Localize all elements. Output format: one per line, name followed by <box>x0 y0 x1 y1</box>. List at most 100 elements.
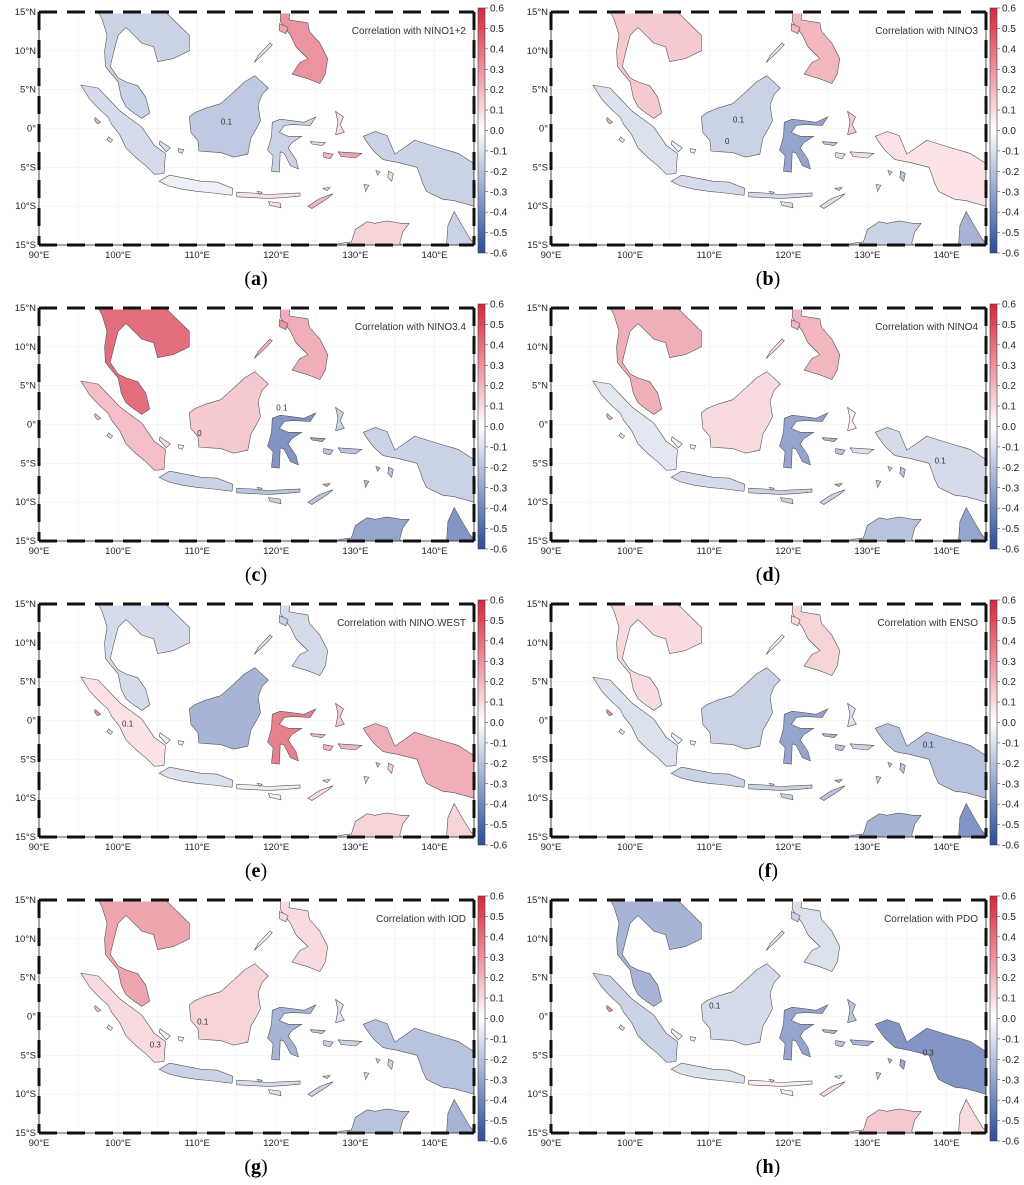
land-newguinea <box>874 427 986 503</box>
land-java <box>158 766 234 788</box>
panel-title: Correlation with NINO3.4 <box>355 322 467 333</box>
land-buru <box>323 152 334 160</box>
lon-tick-label: 120°E <box>775 1138 801 1149</box>
panel-title: Correlation with NINO3 <box>875 26 978 37</box>
land-halmahera <box>335 998 345 1024</box>
land-newguinea <box>362 427 474 503</box>
lat-tick-label: 10°S <box>527 1089 548 1100</box>
lon-tick-label: 140°E <box>933 1138 959 1149</box>
land-mindoro <box>279 319 289 331</box>
lon-tick-label: 100°E <box>617 1138 643 1149</box>
lat-tick-label: 15°N <box>15 895 36 906</box>
lon-tick-label: 130°E <box>854 842 880 853</box>
land-australia <box>845 1108 922 1133</box>
land-mindoro <box>791 319 801 331</box>
map-panel-b: 0.1 0 15°N 10°N 5°N 0° 5°S 10°S 15°S 90°E 100°E 110… <box>512 0 1024 296</box>
lon-tick-label: 110°E <box>697 1138 722 1149</box>
land-mindoro <box>791 615 801 627</box>
land-palawan <box>253 42 273 63</box>
panel-letter: f <box>764 860 772 882</box>
lat-tick-label: 15°N <box>15 599 36 610</box>
lat-tick-label: 5°S <box>21 754 36 765</box>
land-belitung <box>177 740 185 746</box>
land-lesser <box>748 487 813 495</box>
colorbar-tick-label: 0.6 <box>490 892 504 903</box>
land-nias <box>606 413 614 421</box>
map-panel-c: 0 0.1 15°N 10°N 5°N 0° 5°S 10°S 15°S 90°E 100°E 110… <box>0 296 512 592</box>
land-borneo <box>188 963 269 1046</box>
land-mentawai <box>106 1024 114 1031</box>
land-indochina <box>98 900 190 1007</box>
correlation-map-a: 0.1 15°N 10°N 5°N 0° 5°S 10°S 15°S90°E 100°E 110°… <box>15 4 508 262</box>
colorbar-tick-label: -0.2 <box>1002 463 1020 474</box>
colorbar-tick-label: 0.0 <box>1002 1014 1016 1025</box>
lat-tick-label: 15°N <box>15 303 36 314</box>
lon-tick-label: 110°E <box>697 546 722 557</box>
lon-tick-label: 110°E <box>185 546 210 557</box>
land-halmahera <box>847 406 857 432</box>
colorbar-tick-label: 0.3 <box>490 953 504 964</box>
colorbar-tick-label: 0.1 <box>1002 402 1016 413</box>
panel-letter-label: (e) <box>244 860 268 882</box>
land-bangka <box>158 1028 171 1041</box>
lat-tick-label: 15°N <box>527 895 548 906</box>
colorbar-tick-label: -0.5 <box>490 820 508 831</box>
colorbar-tick-label: 0.4 <box>1002 44 1016 55</box>
colorbar-tick-label: 0.1 <box>490 106 504 117</box>
colorbar-tick-label: 0.3 <box>1002 657 1016 668</box>
land-sula <box>309 437 327 442</box>
colorbar-tick-label: -0.6 <box>1002 841 1020 852</box>
land-sumba <box>267 201 282 209</box>
lat-tick-label: 15°S <box>15 240 36 251</box>
lon-tick-label: 140°E <box>933 546 959 557</box>
colorbar-tick-label: 0.6 <box>490 4 504 15</box>
land-belitung <box>689 148 697 154</box>
colorbar-tick-label: -0.2 <box>1002 167 1020 178</box>
land-mentawai <box>618 136 626 143</box>
colorbar-tick-label: -0.3 <box>490 187 508 198</box>
panel-letter: a <box>251 268 261 290</box>
lon-tick-label: 90°E <box>29 546 50 557</box>
land-flores_dot <box>768 782 775 787</box>
land-aru <box>387 170 394 182</box>
colorbar-tick-label: -0.3 <box>1002 187 1020 198</box>
land-bangka <box>158 732 171 745</box>
land-bangka <box>158 436 171 449</box>
lon-tick-label: 120°E <box>775 250 801 261</box>
colorbar-tick-label: -0.1 <box>1002 146 1020 157</box>
panel-title: Correlation with PDO <box>884 914 978 925</box>
land-flores_dot <box>256 1078 263 1083</box>
lat-tick-label: 10°N <box>15 46 36 57</box>
lat-tick-label: 15°N <box>15 7 36 18</box>
land-sulawesi <box>779 116 829 173</box>
land-palawan <box>765 930 785 951</box>
colorbar-tick-label: 0.3 <box>490 65 504 76</box>
land-nias <box>94 709 102 717</box>
lon-tick-label: 130°E <box>854 250 880 261</box>
lat-tick-label: 10°N <box>15 934 36 945</box>
land-mentawai <box>618 432 626 439</box>
colorbar-tick-label: 0.0 <box>490 422 504 433</box>
lat-tick-label: 5°S <box>533 458 548 469</box>
land-buru <box>835 744 846 752</box>
land-australia <box>333 220 410 245</box>
colorbar-tick-label: -0.3 <box>1002 779 1020 790</box>
land-sula <box>821 437 839 442</box>
land-mindoro <box>279 911 289 923</box>
land-borneo <box>700 371 781 454</box>
contour-label: 0 <box>725 137 730 146</box>
colorbar-tick-label: -0.4 <box>1002 1096 1020 1107</box>
lon-tick-label: 100°E <box>617 546 643 557</box>
land-tanimbar <box>875 480 882 489</box>
correlation-map-c: 0 0.1 15°N 10°N 5°N 0° 5°S 10°S 15°S90°E 100°E 110… <box>15 300 508 558</box>
lon-tick-label: 110°E <box>185 842 210 853</box>
land-buru <box>323 744 334 752</box>
land-java <box>670 766 746 788</box>
land-lesser <box>748 783 813 791</box>
land-palawan <box>253 634 273 655</box>
land-aru <box>899 170 906 182</box>
lat-tick-label: 10°N <box>527 934 548 945</box>
land-borneo <box>700 963 781 1046</box>
land-sumba <box>779 1089 794 1097</box>
land-lesser <box>748 1079 813 1087</box>
